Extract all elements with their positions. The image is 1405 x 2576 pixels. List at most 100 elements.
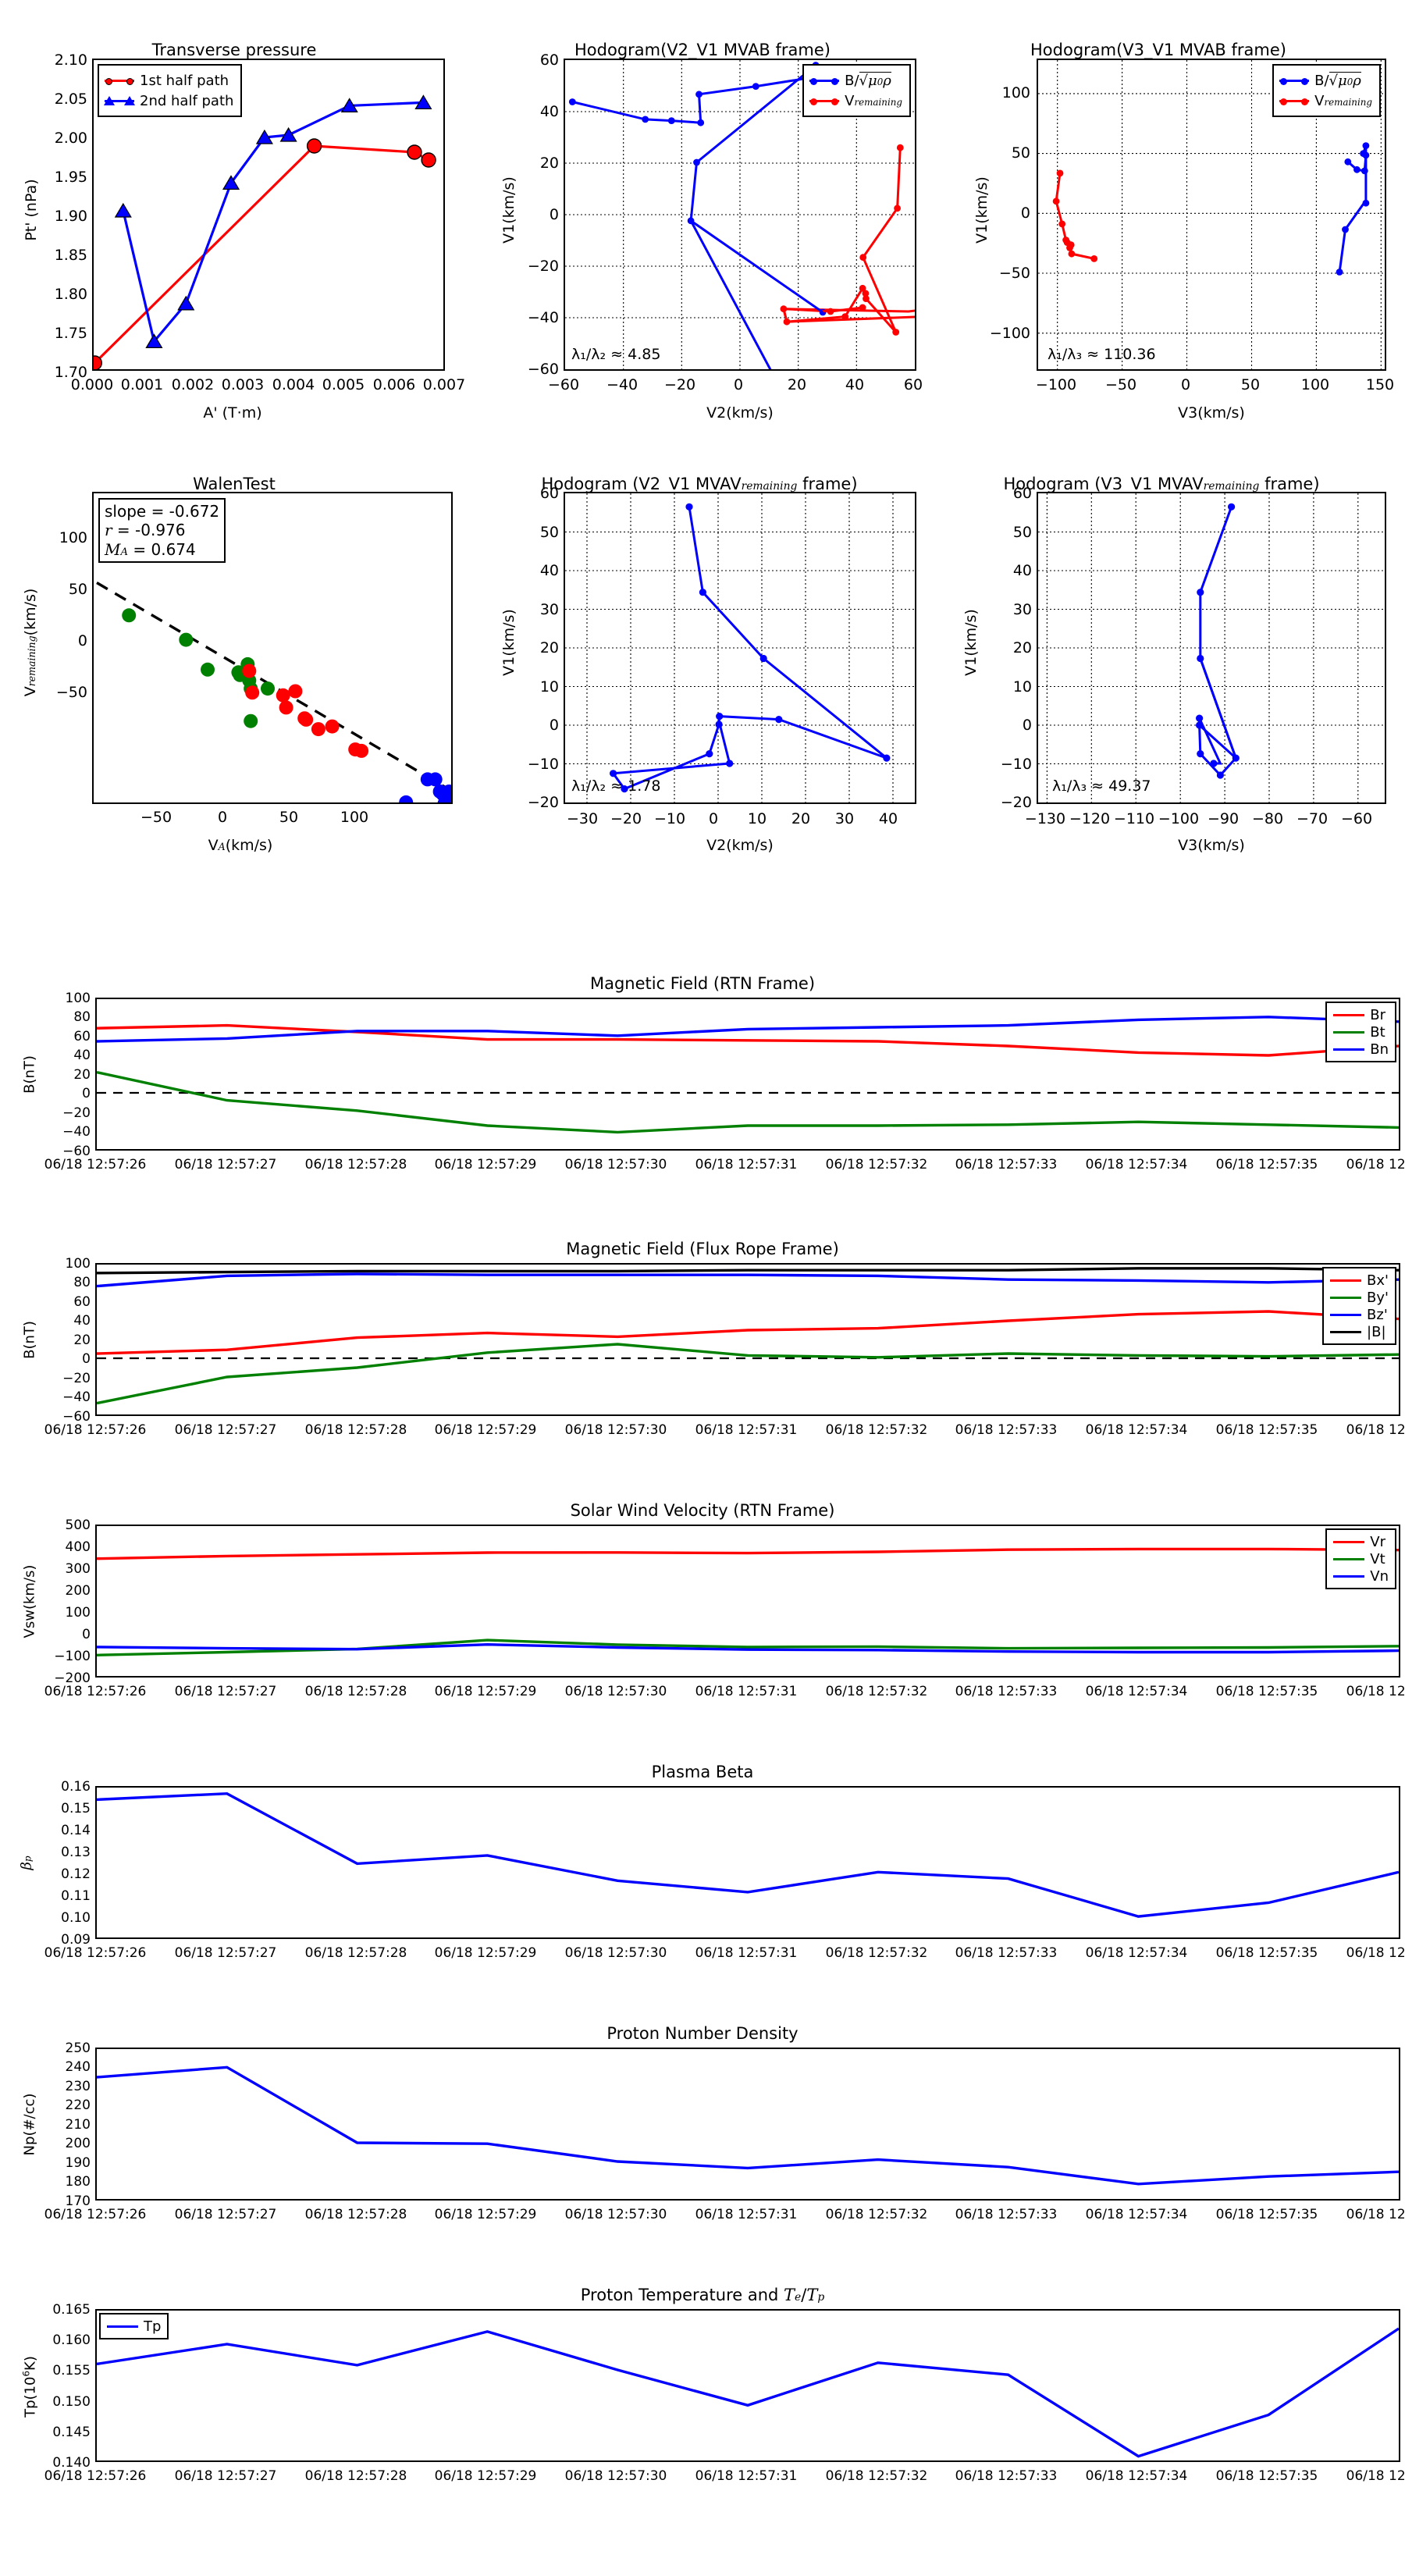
y-tick: 220 xyxy=(65,2097,91,2113)
legend-swatch-red xyxy=(809,98,840,105)
y-tick: 20 xyxy=(73,1067,91,1083)
x-tick: 06/18 12:57:34 xyxy=(1085,1945,1188,1961)
x-tick: 0 xyxy=(217,809,228,826)
y-tick: 0.150 xyxy=(52,2394,91,2410)
x-tick: 06/18 12:57:34 xyxy=(1085,1422,1188,1438)
panel-title: Hodogram (V2_V1 MVAVremaining frame) xyxy=(541,475,858,493)
panel-title: Solar Wind Velocity (RTN Frame) xyxy=(570,1501,835,1520)
legend-label: Tp xyxy=(144,2318,162,2335)
proton-density-line xyxy=(97,2065,1399,2186)
y-tick: 20 xyxy=(539,155,559,172)
x-tick: 06/18 12:57:26 xyxy=(44,2468,147,2484)
x-tick: 06/18 12:57:28 xyxy=(304,1945,407,1961)
x-tick: 50 xyxy=(279,809,299,826)
legend-item: 1st half path xyxy=(105,70,233,91)
x-tick: 06/18 12:57:30 xyxy=(564,1945,667,1961)
y-tick: 200 xyxy=(65,1583,91,1599)
y-tick: 0.09 xyxy=(61,1932,91,1948)
legend-swatch-bt xyxy=(1333,1030,1365,1034)
y-tick: 190 xyxy=(65,2155,91,2171)
x-tick: 06/18 12:57:29 xyxy=(434,1157,537,1172)
x-tick: 0.003 xyxy=(221,376,265,393)
x-tick: 06/18 12:57:27 xyxy=(174,2468,277,2484)
x-tick: 0.002 xyxy=(171,376,215,393)
walen-slope-line: slope = -0.672 xyxy=(105,502,220,521)
legend-item: B/√μ0ρ xyxy=(809,70,902,91)
x-tick: 06/18 12:57:26 xyxy=(44,2207,147,2222)
x-tick: 30 xyxy=(834,810,855,827)
y-tick: −20 xyxy=(527,794,559,811)
legend-item: Bz' xyxy=(1330,1306,1389,1323)
legend-item: 2nd half path xyxy=(104,91,233,111)
x-tick: 06/18 12:57:32 xyxy=(825,2468,928,2484)
x-tick: 20 xyxy=(791,810,811,827)
y-tick: 0.10 xyxy=(61,1910,91,1926)
x-tick: 10 xyxy=(747,810,767,827)
y-tick: 40 xyxy=(73,1313,91,1329)
y-tick: 0.12 xyxy=(61,1866,91,1882)
x-tick: 06/18 12:57:33 xyxy=(955,1945,1058,1961)
legend-swatch-br xyxy=(1333,1013,1365,1016)
y-tick: 0 xyxy=(82,1086,91,1101)
y-tick: 60 xyxy=(1012,485,1032,502)
y-tick: 1.95 xyxy=(54,169,87,186)
x-tick: 06/18 12:57:32 xyxy=(825,1422,928,1438)
x-tick: 06/18 12:57:36 xyxy=(1346,2468,1405,2484)
panel-transverse-pressure: Transverse pressure xyxy=(0,0,468,437)
x-tick: −60 xyxy=(1340,810,1373,827)
x-tick: −20 xyxy=(610,810,642,827)
legend-item: Tp xyxy=(107,2318,161,2335)
plot-area: Br Bt Bn xyxy=(95,998,1400,1151)
x-tick: −120 xyxy=(1069,810,1111,827)
y-tick: 40 xyxy=(73,1048,91,1063)
x-tick: 06/18 12:57:35 xyxy=(1215,1157,1318,1172)
y-tick: 0.140 xyxy=(52,2455,91,2471)
y-axis-label: Pt' (nPa) xyxy=(23,179,40,241)
vsw-rtn-lines xyxy=(97,1547,1399,1656)
y-tick: 170 xyxy=(65,2194,91,2209)
x-axis-label: V3(km/s) xyxy=(1178,837,1245,854)
legend-swatch-red xyxy=(105,78,134,85)
y-axis-label: βp xyxy=(18,1856,35,1870)
x-tick: 06/18 12:57:27 xyxy=(174,1684,277,1699)
y-tick: −20 xyxy=(62,1105,91,1121)
y-tick: −200 xyxy=(54,1670,91,1686)
x-tick: 0 xyxy=(733,376,744,393)
x-tick: 20 xyxy=(787,376,807,393)
x-tick: 06/18 12:57:31 xyxy=(695,1945,798,1961)
x-tick: 06/18 12:57:32 xyxy=(825,1684,928,1699)
legend-swatch-red xyxy=(1279,98,1310,105)
x-tick: 06/18 12:57:27 xyxy=(174,2207,277,2222)
legend-label: 1st half path xyxy=(140,72,229,89)
x-tick: 06/18 12:57:35 xyxy=(1215,2468,1318,2484)
x-tick: 06/18 12:57:31 xyxy=(695,1157,798,1172)
x-tick: 0.006 xyxy=(372,376,416,393)
y-tick: 0.16 xyxy=(61,1779,91,1795)
mag-fluxrope-lines xyxy=(97,1267,1399,1405)
x-tick: 06/18 12:57:34 xyxy=(1085,2468,1188,2484)
y-tick: 1.90 xyxy=(54,208,87,225)
x-tick: 06/18 12:57:36 xyxy=(1346,1684,1405,1699)
y-tick: 0.11 xyxy=(61,1888,91,1904)
panel-walentest: WalenTest xyxy=(0,437,468,913)
legend-label-balfven: B/√μ0ρ xyxy=(1314,71,1361,89)
x-tick: 06/18 12:57:29 xyxy=(434,2468,537,2484)
x-axis-label: V2(km/s) xyxy=(706,837,774,854)
y-tick: 60 xyxy=(539,485,559,502)
y-tick: 500 xyxy=(65,1517,91,1533)
x-tick: 06/18 12:57:36 xyxy=(1346,1157,1405,1172)
x-tick: −130 xyxy=(1024,810,1066,827)
panel-proton-number-density: Proton Number Density 250 240 230 220 21… xyxy=(0,2018,1405,2252)
y-tick: 0 xyxy=(82,1351,91,1367)
y-axis-label: V1(km/s) xyxy=(973,176,991,244)
plot-area xyxy=(95,2048,1400,2201)
y-tick: 0.15 xyxy=(61,1801,91,1816)
y-tick: 100 xyxy=(65,1256,91,1272)
legend-label-vremaining: Vremaining xyxy=(1314,92,1372,109)
y-tick: −10 xyxy=(1000,756,1032,773)
legend-item: B/√μ0ρ xyxy=(1279,70,1372,91)
x-tick: 0 xyxy=(708,810,719,827)
x-tick: 06/18 12:57:33 xyxy=(955,2207,1058,2222)
y-tick: 1.75 xyxy=(54,325,87,342)
